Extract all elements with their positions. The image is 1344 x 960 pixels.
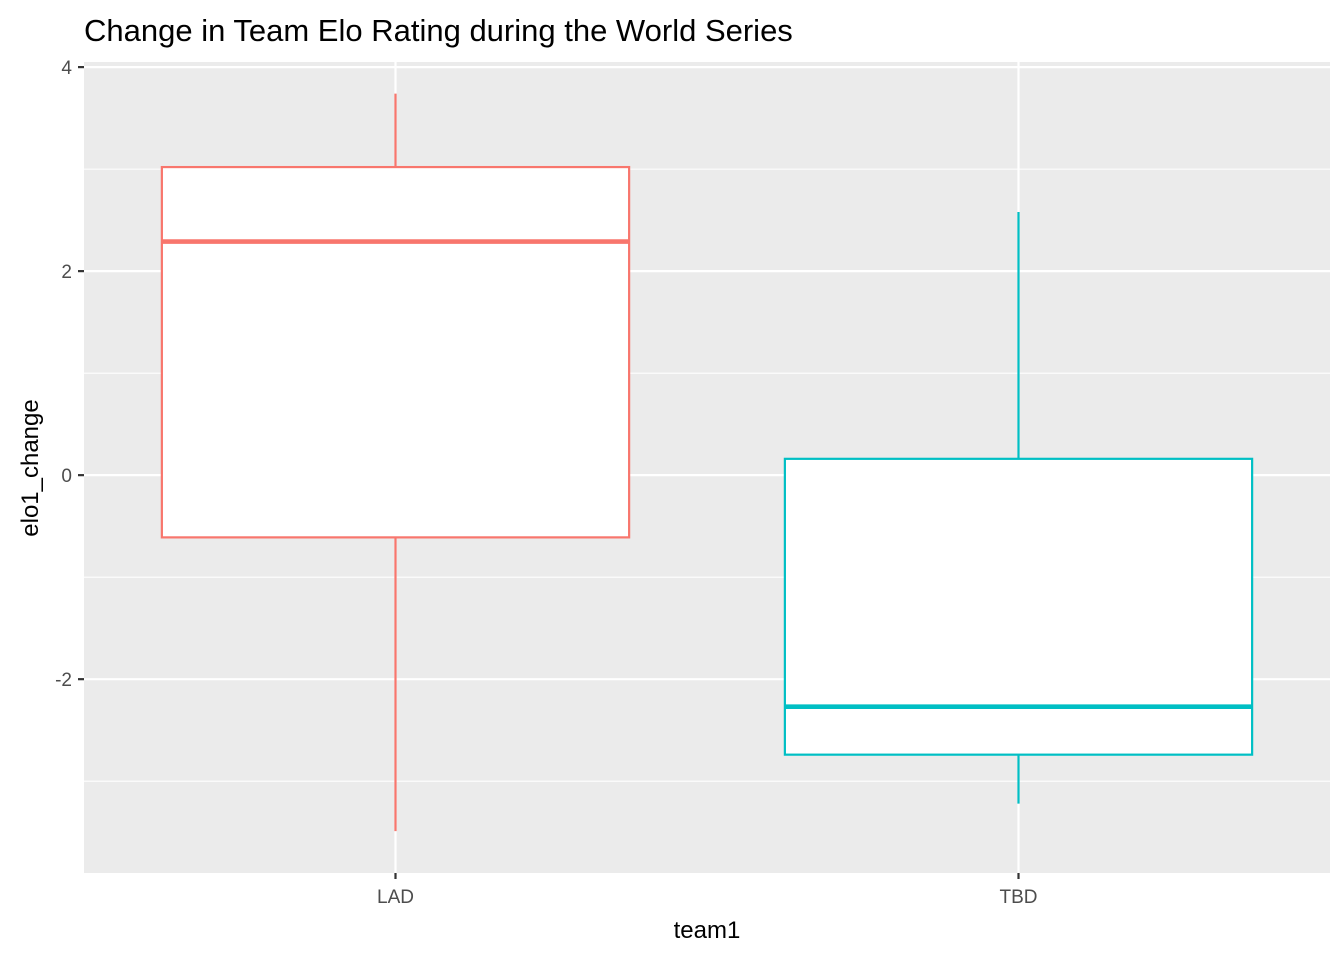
- y-tick-label: 0: [61, 466, 72, 487]
- y-axis-title: elo1_change: [17, 399, 44, 536]
- boxes: [160, 93, 1254, 832]
- box-tbd: [783, 211, 1254, 804]
- x-tick-label: TBD: [1000, 887, 1038, 908]
- axes: -2 0 2 4 LAD TBD: [55, 58, 1037, 908]
- y-tick-label: 4: [61, 58, 72, 79]
- box-lad: [160, 93, 631, 832]
- x-tick-label: LAD: [377, 887, 414, 908]
- iqr-box: [783, 457, 1254, 756]
- y-tick-label: -2: [55, 670, 72, 691]
- iqr-box: [160, 165, 631, 539]
- x-axis-title: team1: [674, 917, 741, 944]
- chart-title: Change in Team Elo Rating during the Wor…: [84, 13, 793, 48]
- y-tick-label: 2: [61, 262, 72, 283]
